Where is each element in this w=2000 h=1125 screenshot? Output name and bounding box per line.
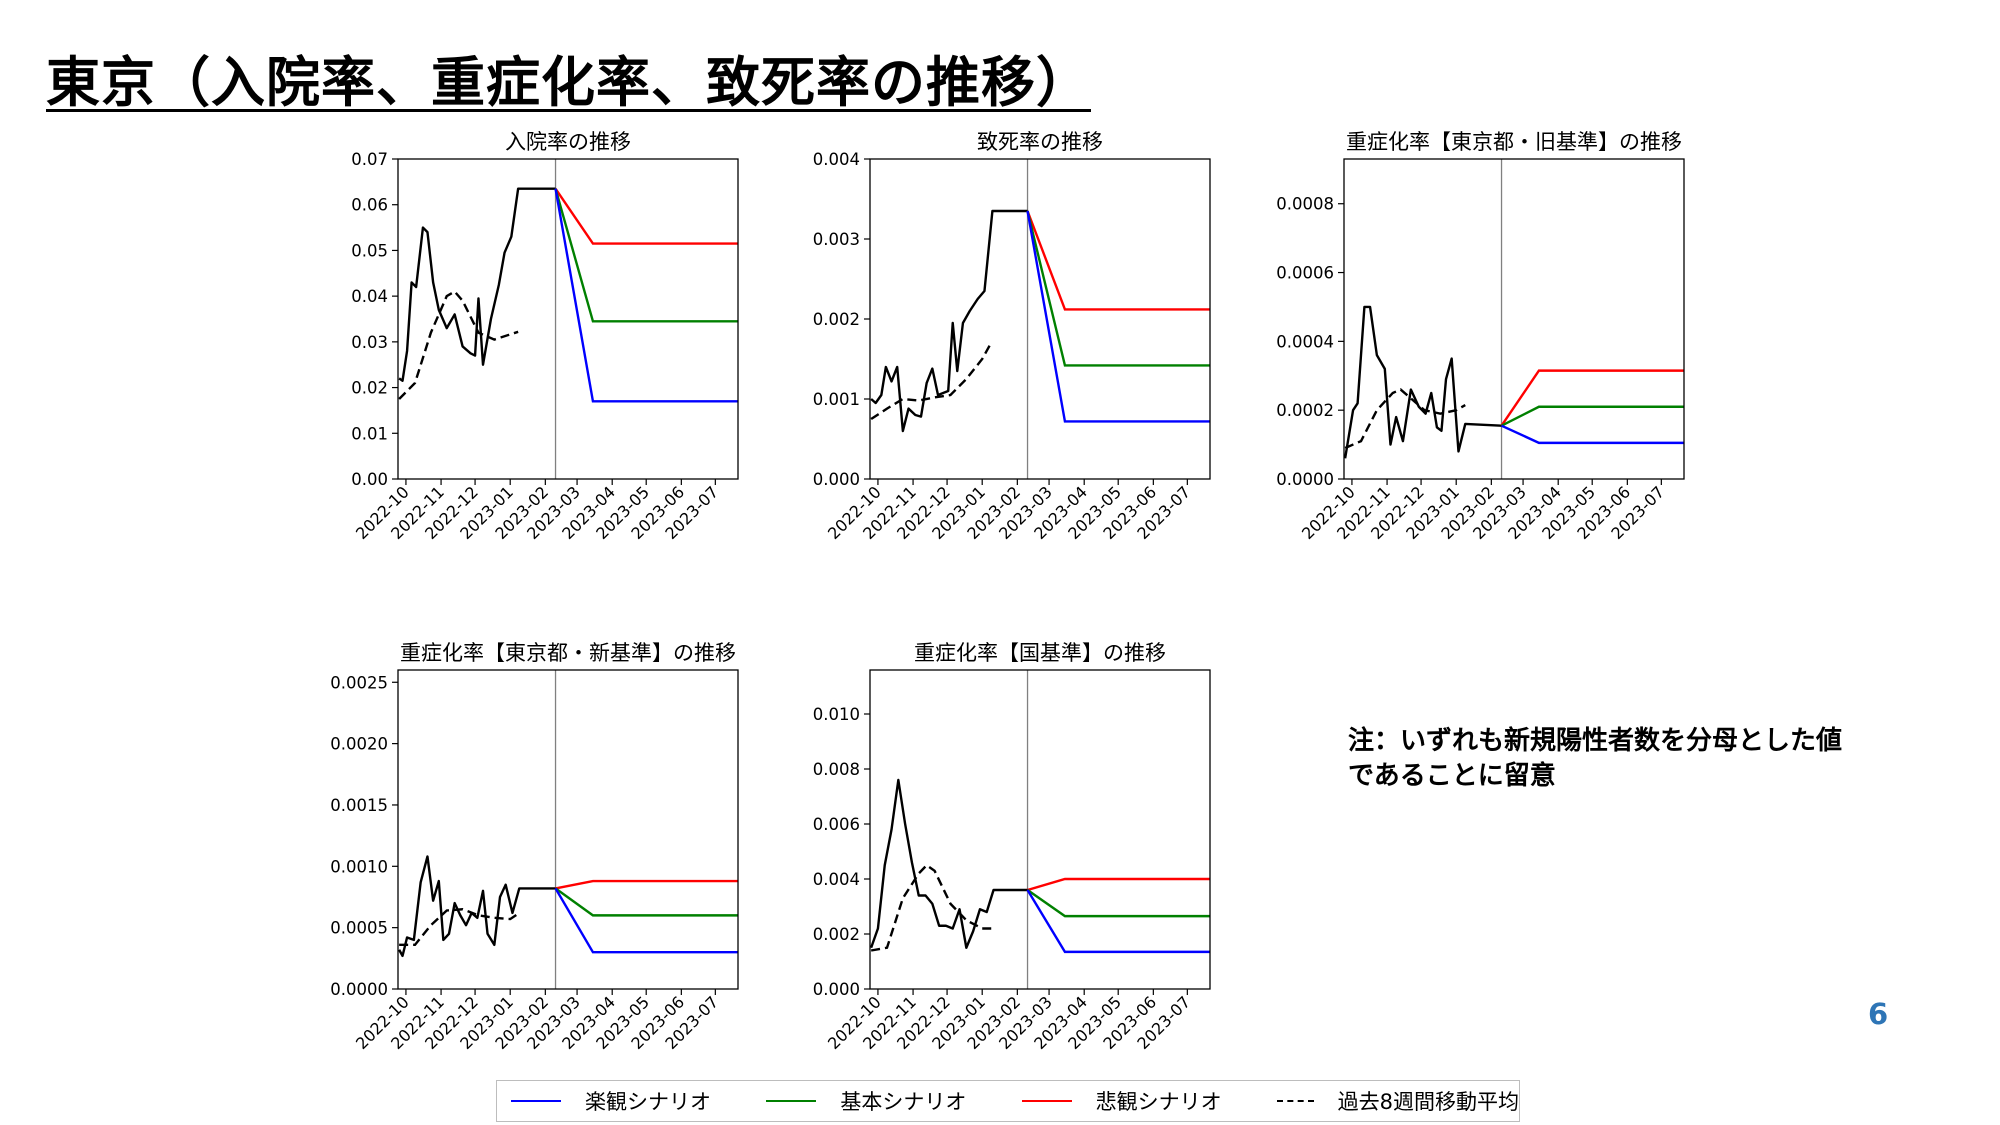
y-tick-label: 0.06 <box>351 196 388 215</box>
slide-title: 東京（入院率、重症化率、致死率の推移） <box>46 51 1091 114</box>
chart-title: 重症化率【国基準】の推移 <box>914 641 1166 665</box>
moving-average-line <box>399 908 520 947</box>
y-tick-label: 0.05 <box>351 241 388 260</box>
moving-average-line <box>870 344 992 421</box>
legend: 楽観シナリオ 基本シナリオ 悲観シナリオ 過去8週間移動平均 <box>496 1080 1520 1122</box>
y-tick-label: 0.04 <box>351 287 388 306</box>
chart-title: 致死率の推移 <box>977 130 1103 154</box>
legend-swatch <box>766 1100 817 1102</box>
legend-swatch <box>511 1100 561 1102</box>
optimistic-scenario-line <box>554 188 738 403</box>
y-tick-label: 0.002 <box>813 310 860 329</box>
actual-line <box>1343 305 1502 459</box>
y-tick-label: 0.0004 <box>1276 332 1334 351</box>
note-text: 注：いずれも新規陽性者数を分母とした値 であることに留意 <box>1348 726 1843 791</box>
legend-swatch <box>1276 1100 1314 1102</box>
legend-swatch <box>1021 1100 1072 1102</box>
chart-title: 重症化率【東京都・新基準】の推移 <box>400 641 736 665</box>
legend-item-baseline: 基本シナリオ <box>752 1086 1007 1116</box>
y-tick-label: 0.002 <box>813 925 860 944</box>
y-tick-label: 0.0006 <box>1276 264 1334 283</box>
chart-fatality-rate: 致死率の推移0.0000.0010.0020.0030.0042022-1020… <box>813 130 1211 543</box>
plot-frame <box>869 158 1211 480</box>
y-tick-label: 0.001 <box>813 390 860 409</box>
y-tick-label: 0.0005 <box>330 919 388 938</box>
chart-severity-tokyo-old: 重症化率【東京都・旧基準】の推移 0.0000 0.0002 0.0004 0.0006… <box>1276 130 1685 543</box>
plot-frame <box>397 158 739 480</box>
chart-severity-national: 重症化率【国基準】の推移 0.000 0.002 0.004 0.006 0.008 0.0… <box>813 641 1211 1053</box>
y-tick-label: 0.003 <box>813 230 860 249</box>
plot-frame <box>1343 158 1685 480</box>
y-tick-label: 0.0008 <box>1276 195 1334 214</box>
y-tick-label: 0.02 <box>351 379 388 398</box>
legend-label: 悲観シナリオ <box>1095 1090 1222 1114</box>
chart-title: 重症化率【東京都・旧基準】の推移 <box>1346 130 1682 154</box>
baseline-scenario-line <box>554 887 738 917</box>
moving-average-line <box>1344 388 1466 450</box>
plot-frame <box>869 669 1211 990</box>
baseline-scenario-line <box>1500 405 1684 427</box>
y-tick-label: 0.000 <box>813 470 860 489</box>
chart-title: 入院率の推移 <box>505 130 631 154</box>
pessimistic-scenario-line <box>1026 210 1210 311</box>
legend-item-moving-average: 過去8週間移動平均 <box>1263 1086 1519 1116</box>
baseline-scenario-line <box>554 188 738 323</box>
y-tick-label: 0.03 <box>351 333 388 352</box>
y-tick-label: 0.0010 <box>330 857 388 876</box>
y-tick-label: 0.00 <box>351 470 388 489</box>
legend-item-optimistic: 楽観シナリオ <box>497 1086 752 1116</box>
y-tick-label: 0.0000 <box>1276 470 1334 489</box>
legend-label: 過去8週間移動平均 <box>1337 1090 1519 1114</box>
y-tick-label: 0.010 <box>813 705 860 724</box>
optimistic-scenario-line <box>1501 424 1684 445</box>
y-tick-label: 0.006 <box>813 815 860 834</box>
y-tick-label: 0.07 <box>351 150 388 169</box>
actual-line <box>870 778 1028 949</box>
baseline-scenario-line <box>1026 889 1210 918</box>
chart-hospitalization-rate: 入院率の推移0.000.010.020.030.040.050.060.0720… <box>351 130 739 543</box>
y-tick-label: 0.004 <box>813 150 860 169</box>
pessimistic-scenario-line <box>555 879 738 890</box>
moving-average-line <box>870 863 994 952</box>
y-tick-label: 0.008 <box>813 760 860 779</box>
pessimistic-scenario-line <box>1027 877 1210 892</box>
baseline-scenario-line <box>1026 210 1210 367</box>
optimistic-scenario-line <box>554 887 738 954</box>
legend-label: 基本シナリオ <box>840 1090 967 1114</box>
pessimistic-scenario-line <box>1500 369 1684 427</box>
y-tick-label: 0.000 <box>813 980 860 999</box>
pessimistic-scenario-line <box>554 188 738 245</box>
optimistic-scenario-line <box>1026 210 1210 423</box>
optimistic-scenario-line <box>1026 889 1210 954</box>
y-tick-label: 0.004 <box>813 870 860 889</box>
legend-item-pessimistic: 悲観シナリオ <box>1008 1086 1263 1116</box>
page-number: 6 <box>1868 997 1889 1031</box>
y-tick-label: 0.0015 <box>330 796 388 815</box>
plot-frame <box>397 669 739 990</box>
y-tick-label: 0.0002 <box>1276 401 1334 420</box>
y-tick-label: 0.0020 <box>330 735 388 754</box>
y-tick-label: 0.01 <box>351 424 388 443</box>
actual-line <box>398 855 556 958</box>
y-tick-label: 0.0000 <box>330 980 388 999</box>
moving-average-line <box>398 290 519 400</box>
actual-line <box>870 209 1028 433</box>
actual-line <box>398 187 556 382</box>
legend-label: 楽観シナリオ <box>585 1090 711 1114</box>
y-tick-label: 0.0025 <box>330 673 388 692</box>
chart-severity-tokyo-new: 重症化率【東京都・新基準】の推移 0.0000 0.0005 0.0010 0.0015… <box>330 641 739 1053</box>
